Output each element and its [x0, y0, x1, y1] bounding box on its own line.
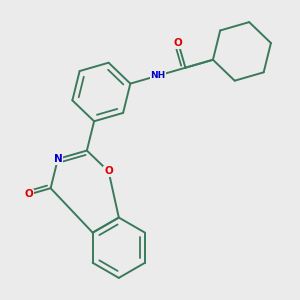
Text: O: O [104, 167, 113, 176]
Text: N: N [53, 154, 62, 164]
Text: NH: NH [150, 71, 166, 80]
Text: O: O [174, 38, 183, 48]
Text: O: O [25, 189, 34, 200]
